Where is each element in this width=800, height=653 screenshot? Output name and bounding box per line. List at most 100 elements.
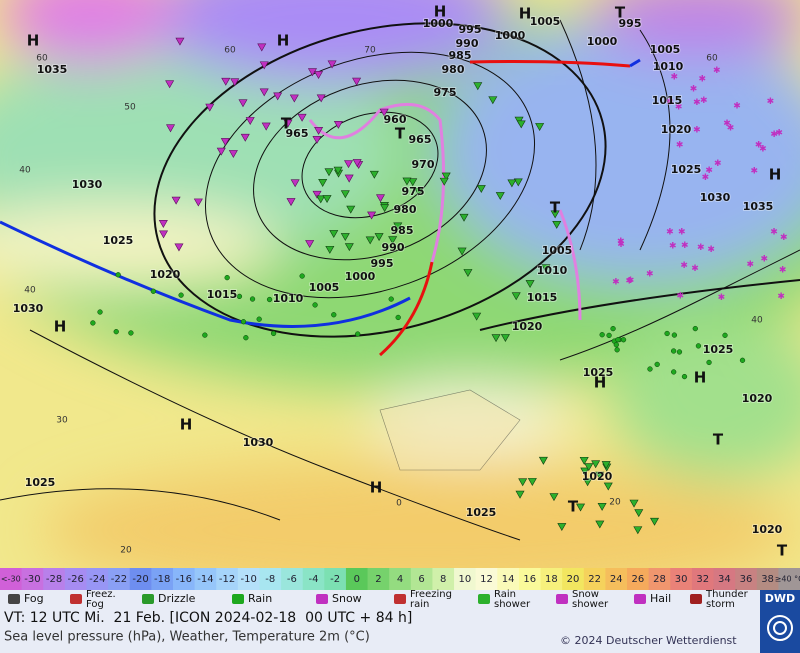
scale-cell	[454, 568, 477, 590]
legend-label: Thunder	[705, 589, 749, 600]
snow-symbol	[297, 113, 307, 122]
isobar-label: 1005	[530, 15, 561, 28]
isobar-label: 1000	[587, 35, 618, 48]
rain-symbol	[369, 170, 379, 179]
scale-label: 8	[440, 574, 446, 585]
scale-cell	[237, 568, 260, 590]
snow-symbol	[333, 120, 343, 129]
isobar-label: 1015	[527, 291, 558, 304]
rain-symbol	[388, 296, 394, 302]
snow-symbol	[228, 150, 238, 158]
scale-label: 22	[588, 574, 601, 585]
snow-symbol	[312, 136, 322, 144]
snow-symbol	[283, 119, 293, 128]
rain-symbol	[681, 373, 688, 380]
graticule-label: 0	[396, 499, 402, 509]
scale-cell	[583, 568, 606, 590]
snow-symbol	[314, 71, 324, 80]
legend-symbol	[634, 594, 646, 604]
isobar-label: 1025	[103, 234, 134, 247]
legend-label: rain	[410, 599, 429, 610]
snow-symbol	[220, 138, 230, 147]
scale-label: 20	[567, 574, 580, 585]
snow-symbol	[312, 190, 322, 199]
rain-symbol	[224, 274, 230, 281]
snow-symbol: ✱	[727, 124, 735, 134]
pressure-center: T	[568, 498, 579, 516]
scale-cell	[43, 568, 66, 590]
rain-symbol	[374, 233, 384, 242]
rain-symbol	[270, 330, 277, 337]
snow-symbol: ✱	[770, 228, 778, 238]
scale-cell	[281, 568, 304, 590]
graticule-label: 20	[609, 498, 621, 508]
snow-symbol: ✱	[676, 292, 684, 302]
scale-cell	[540, 568, 563, 590]
graticule-label: 60	[224, 46, 236, 56]
rain-symbol	[97, 309, 103, 315]
rain-symbol	[331, 312, 337, 318]
snow-symbol: ✱	[775, 129, 783, 139]
scale-cell	[302, 568, 325, 590]
snow-symbol: ✱	[750, 166, 758, 176]
snow-symbol	[307, 68, 317, 77]
rain-symbol	[579, 456, 589, 465]
scale-cell	[627, 568, 650, 590]
snow-symbol	[352, 77, 362, 86]
snow-symbol: ✱	[699, 75, 707, 85]
rain-symbol	[202, 332, 208, 338]
graticule-label: 60	[36, 54, 48, 64]
rain-symbol	[395, 314, 401, 321]
graticule-label: 50	[124, 103, 136, 113]
rain-symbol	[346, 205, 356, 214]
isobar-label: 1025	[466, 506, 497, 519]
snow-symbol	[175, 37, 185, 46]
scale-cell	[605, 568, 628, 590]
scale-cell	[259, 568, 282, 590]
scale-label: 6	[418, 574, 424, 585]
snow-symbol: ✱	[617, 237, 625, 247]
rain-symbol	[329, 230, 339, 239]
pressure-center: T	[713, 431, 724, 449]
isobar-label: 1015	[652, 94, 683, 107]
snow-symbol	[305, 240, 315, 248]
snow-symbol: ✱	[707, 245, 715, 255]
rain-symbol	[495, 192, 505, 201]
scale-cell	[194, 568, 217, 590]
rain-symbol	[115, 272, 121, 278]
rain-symbol	[535, 123, 545, 131]
isobar-label: 1020	[582, 470, 613, 483]
scale-cell	[108, 568, 131, 590]
snow-symbol	[367, 211, 377, 220]
scale-cell	[129, 568, 152, 590]
scale-label: 18	[545, 574, 558, 585]
rain-symbol	[340, 190, 350, 199]
rain-symbol	[670, 348, 677, 354]
snow-symbol	[327, 60, 337, 69]
pressure-center: H	[694, 369, 707, 387]
pressure-center: H	[519, 5, 532, 23]
isobar-label: 1020	[150, 268, 181, 281]
pressure-center: H	[54, 318, 67, 336]
rain-symbol	[606, 332, 612, 339]
rain-symbol	[316, 195, 326, 204]
isobar-label: 990	[456, 37, 479, 50]
rain-symbol	[695, 343, 702, 349]
scale-label: 4	[397, 574, 403, 585]
rain-symbol	[472, 312, 482, 321]
rain-symbol	[541, 264, 551, 273]
snow-symbol: ✱	[670, 72, 678, 82]
snow-symbol: ✱	[669, 242, 677, 252]
scale-label: -12	[219, 574, 235, 585]
rain-symbol	[583, 478, 593, 487]
snow-symbol: ✱	[612, 277, 620, 287]
scale-label: 10	[458, 574, 471, 585]
snow-symbol: ✱	[700, 96, 708, 106]
rain-symbol	[178, 292, 184, 298]
rain-symbol	[324, 168, 334, 177]
snow-symbol	[159, 230, 169, 239]
isobar-label: 985	[449, 49, 472, 62]
scale-label: -30	[24, 574, 40, 585]
graticule-label: 20	[120, 546, 132, 556]
